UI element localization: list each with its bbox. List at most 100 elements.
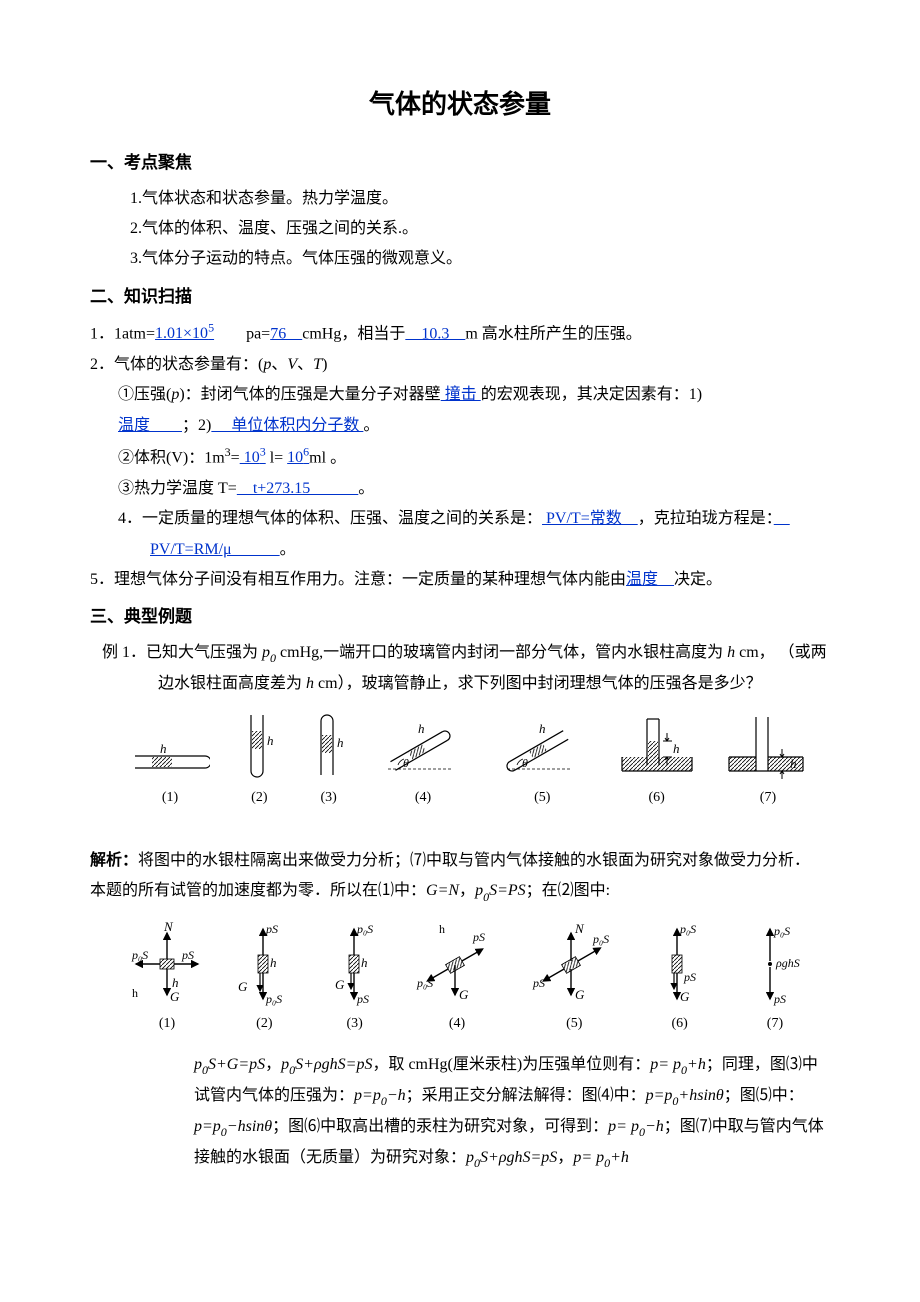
force-fig-6: p₀S pS G (6) — [650, 921, 710, 1038]
fig-caption: (6) — [671, 1011, 687, 1038]
svg-text:p₀S: p₀S — [592, 932, 609, 946]
svg-text:θ: θ — [522, 756, 528, 770]
svg-text:G: G — [335, 977, 345, 992]
tube-fig-7: h (7) — [726, 715, 810, 812]
svg-text:G: G — [238, 979, 248, 994]
blank-density: 单位体积内分子数 — [211, 417, 363, 434]
blank-kelvin: t+273.15 — [237, 480, 358, 497]
svg-text:h: h — [439, 922, 445, 936]
svg-text:h: h — [790, 756, 797, 771]
svg-text:p₀S: p₀S — [131, 948, 148, 962]
force-fig-1: N p₀S pS h h G (1) — [130, 921, 204, 1038]
blank-ml: 106 — [287, 449, 309, 466]
fig-caption: (2) — [251, 785, 267, 812]
svg-text:pS: pS — [773, 992, 786, 1006]
svg-text:h: h — [270, 955, 277, 970]
fig-caption: (5) — [566, 1011, 582, 1038]
text: ①压强( — [118, 386, 171, 403]
text: ③热力学温度 T= — [118, 480, 237, 497]
blank-temp: 温度 — [118, 417, 182, 434]
line-params: 2．气体的状态参量有：(p、V、T) — [90, 350, 830, 380]
text: h — [306, 675, 314, 692]
text: = — [231, 449, 240, 466]
fig-caption: (1) — [162, 785, 178, 812]
tube-fig-3: h (3) — [309, 713, 349, 812]
text: G=N — [426, 882, 459, 899]
text: 决定。 — [674, 571, 722, 588]
text: p — [262, 644, 270, 661]
fig-caption: (6) — [648, 785, 664, 812]
svg-text:pS: pS — [472, 930, 485, 944]
svg-text:ρghS: ρghS — [775, 956, 800, 970]
force-fig-2: pS h G p₀S (2) — [234, 921, 294, 1038]
svg-text:G: G — [575, 987, 585, 1002]
force-fig-4: h pS p₀S G (4) — [415, 921, 499, 1038]
text: ；2) — [182, 417, 211, 434]
text: T — [313, 356, 322, 373]
svg-text:pS: pS — [356, 992, 369, 1006]
fig-caption: (3) — [346, 1011, 362, 1038]
text: h — [727, 644, 735, 661]
svg-text:G: G — [459, 987, 469, 1002]
line-volume: ②体积(V)：1m3= 103 l= 106ml 。 — [118, 441, 830, 474]
sec1-item: 1.气体状态和状态参量。热力学温度。 — [130, 184, 830, 214]
svg-text:h: h — [267, 733, 274, 748]
text: ml 。 — [309, 449, 346, 466]
example1: 例 1．已知大气压强为 p0 cmHg,一端开口的玻璃管内封闭一部分气体，管内水… — [90, 638, 830, 699]
svg-text:pS: pS — [532, 976, 545, 990]
svg-text:h: h — [172, 975, 179, 990]
blank-cmhg: 76 — [270, 325, 302, 342]
blank-liters: 103 — [240, 449, 266, 466]
blank-waterh: 10.3 — [405, 325, 465, 342]
force-fig-5: N p₀S pS G (5) — [529, 921, 619, 1038]
svg-text:h: h — [160, 741, 167, 756]
text: 5．理想气体分子间没有相互作用力。注意：一定质量的某种理想气体内能由 — [90, 571, 626, 588]
sec1-item: 3.气体分子运动的特点。气体压强的微观意义。 — [130, 244, 830, 274]
blank-energy: 温度 — [626, 571, 674, 588]
text: ②体积(V)：1m — [118, 449, 225, 466]
text: ；在⑵图中: — [526, 882, 610, 899]
tube-figures: h (1) h (2) h (3) — [130, 713, 810, 812]
svg-text:pS: pS — [265, 922, 278, 936]
force-fig-3: p₀S h G pS (3) — [325, 921, 385, 1038]
text: 0 — [270, 651, 276, 665]
svg-text:p₀S: p₀S — [679, 922, 696, 936]
fig-caption: (1) — [159, 1011, 175, 1038]
section2-heading: 二、知识扫描 — [90, 281, 830, 313]
fig-caption: (7) — [760, 785, 776, 812]
tube-fig-4: h θ (4) — [378, 721, 468, 812]
text: ，克拉珀珑方程是： — [638, 510, 774, 527]
text: pa= — [214, 325, 270, 342]
svg-text:p₀S: p₀S — [356, 922, 373, 936]
svg-text:G: G — [170, 989, 180, 1004]
sec1-item: 2.气体的体积、温度、压强之间的关系.。 — [130, 214, 830, 244]
fig-caption: (4) — [415, 785, 431, 812]
line-pressure: ①压强(p)：封闭气体的压强是大量分子对器壁 撞击 的宏观表现，其决定因素有：1… — [118, 380, 830, 441]
svg-text:N: N — [163, 921, 174, 934]
tube-fig-6: h (6) — [617, 715, 697, 812]
svg-text:p₀S: p₀S — [416, 976, 433, 990]
svg-text:pS: pS — [683, 970, 696, 984]
svg-text:h: h — [673, 741, 680, 756]
fig-caption: (7) — [767, 1011, 783, 1038]
svg-text:θ: θ — [403, 756, 409, 770]
line-atm: 1．1atm=1.01×105 pa=76 cmHg，相当于 10.3 m 高水… — [90, 317, 830, 350]
blank-pvt: PV/T=常数 — [542, 510, 638, 527]
section3-heading: 三、典型例题 — [90, 601, 830, 633]
fig-caption: (2) — [256, 1011, 272, 1038]
solution-label: 解析： — [90, 852, 138, 869]
line-4: 4．一定质量的理想气体的体积、压强、温度之间的关系是： PV/T=常数 ，克拉珀… — [90, 504, 830, 565]
section1-heading: 一、考点聚焦 — [90, 147, 830, 179]
fig-caption: (4) — [449, 1011, 465, 1038]
svg-text:N: N — [574, 921, 585, 936]
text: 1．1atm= — [90, 325, 155, 342]
svg-text:h: h — [539, 721, 546, 736]
text: 例 1．已知大气压强为 — [102, 644, 262, 661]
svg-text:h: h — [132, 986, 138, 1000]
solution-intro: 解析：将图中的水银柱隔离出来做受力分析；⑺中取与管内气体接触的水银面为研究对象做… — [90, 846, 830, 907]
text: 4．一定质量的理想气体的体积、压强、温度之间的关系是： — [118, 510, 542, 527]
text: cmHg,一端开口的玻璃管内封闭一部分气体，管内水银柱高度为 — [276, 644, 727, 661]
svg-text:p₀S: p₀S — [773, 924, 790, 938]
force-figures: N p₀S pS h h G (1) pS h G p₀S (2) — [130, 921, 810, 1038]
line-5: 5．理想气体分子间没有相互作用力。注意：一定质量的某种理想气体内能由温度 决定。 — [90, 565, 830, 595]
